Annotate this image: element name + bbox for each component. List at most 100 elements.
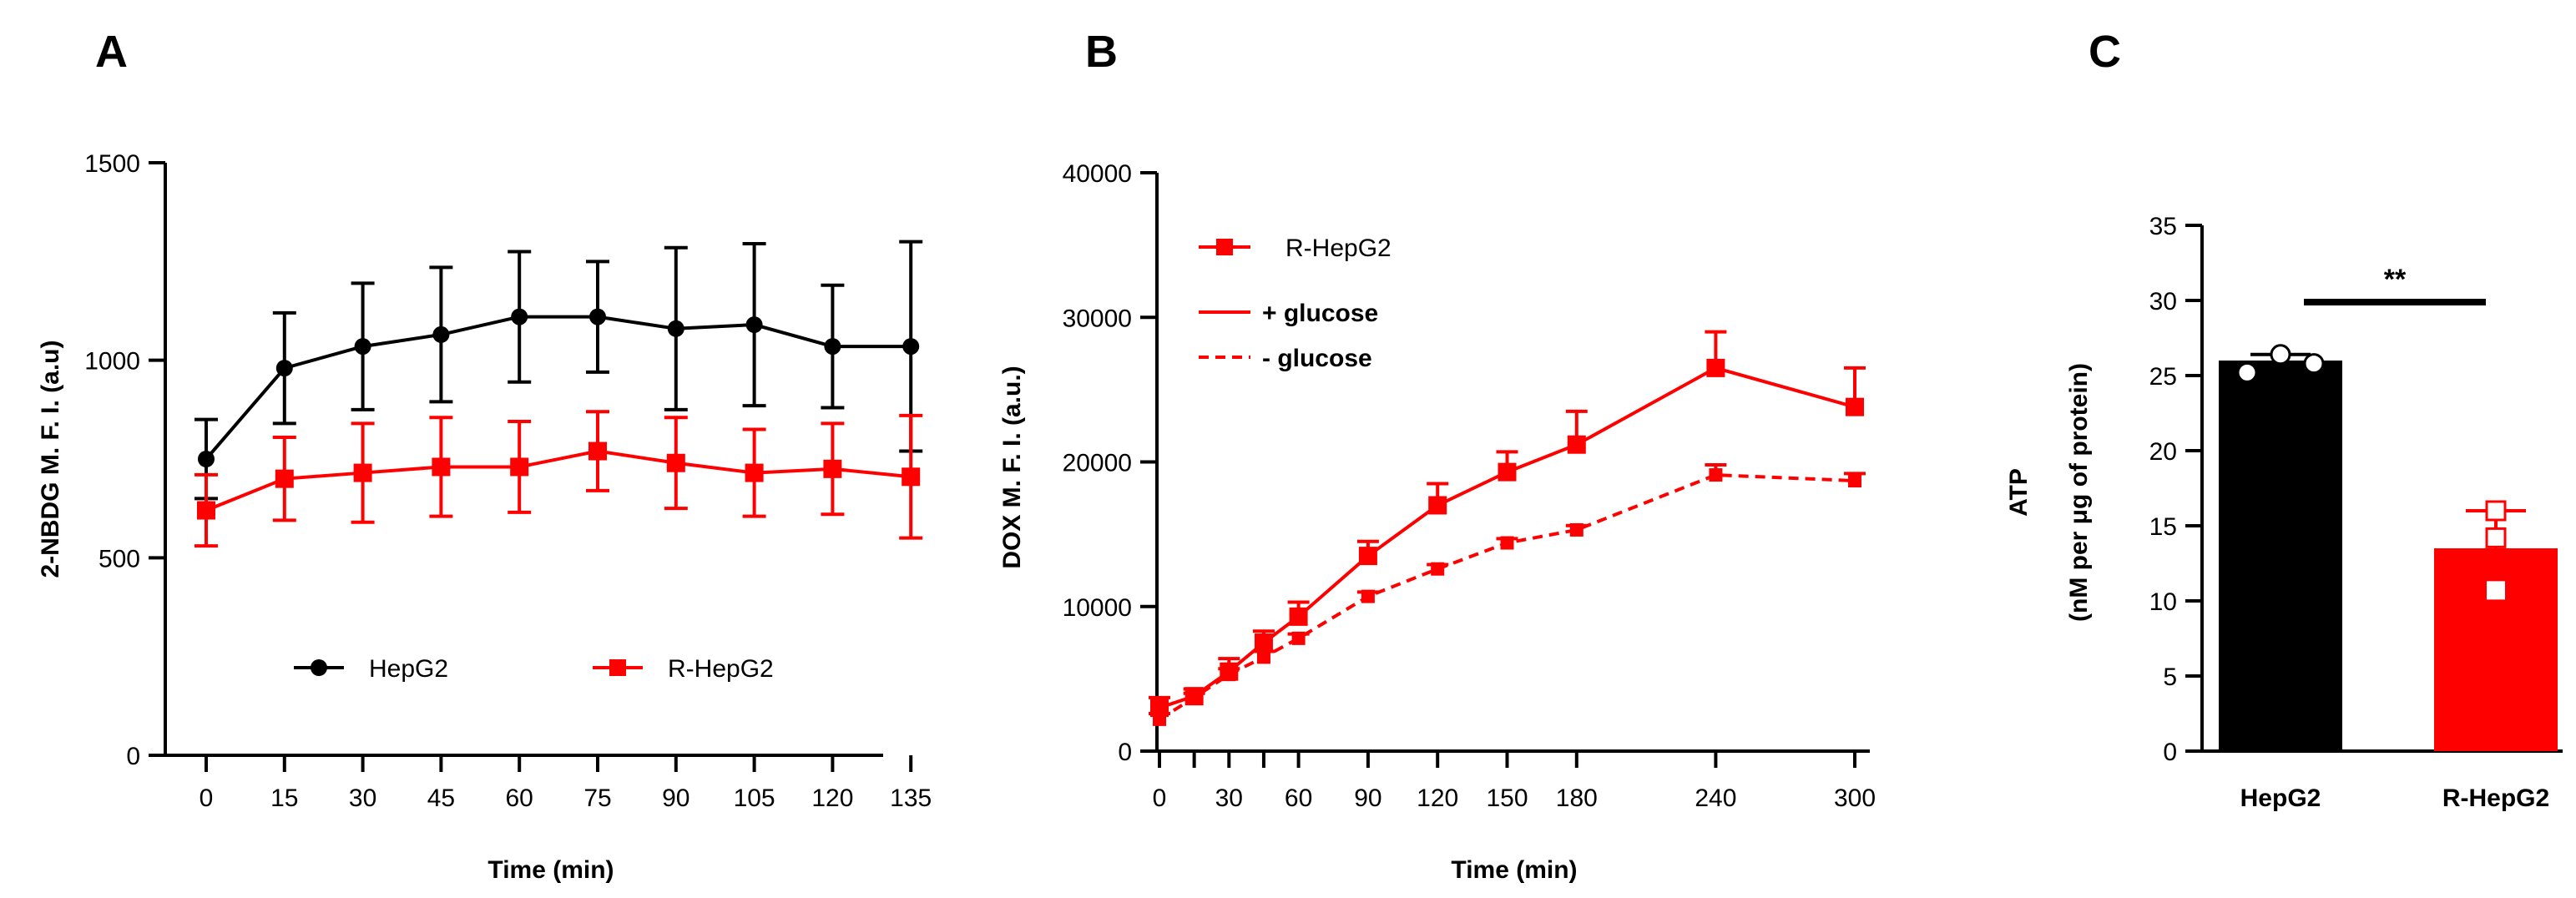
panel-a-x-ticks: 0 15 30 45 60 75 90 105 120 135	[200, 755, 932, 812]
panel-a-point-r-hepg2-45	[432, 457, 451, 477]
panel-a-point-r-hepg2-0	[197, 501, 215, 520]
panel-a-point-r-hepg2-15	[275, 469, 294, 488]
panel-a-point-hepg2-60	[511, 308, 528, 325]
panel-b-point-plus-glucose-90	[1358, 547, 1377, 566]
panel-a-point-hepg2-0	[198, 451, 215, 467]
panel-a-y-tick-label-1500: 1500	[84, 150, 140, 178]
panel-b-series	[1149, 330, 1866, 726]
panel-b-point-minus-glucose-90	[1361, 589, 1375, 603]
panel-b-letter: B	[1085, 27, 1118, 77]
panel-b-y-axis-title: DOX M. F. I. (a.u.)	[998, 366, 1026, 568]
panel-b-point-minus-glucose-15	[1187, 690, 1201, 704]
panel-c-bars: HepG2 R-HepG2	[2219, 344, 2558, 812]
panel-c-y-tick-label-30: 30	[2149, 288, 2177, 315]
panel-b-x-tick-label-60: 60	[1285, 784, 1312, 812]
panel-a-x-tick-label-120: 120	[811, 784, 853, 812]
panel-b-x-tick-label-30: 30	[1215, 784, 1243, 812]
panel-c-y-tick-label-25: 25	[2149, 363, 2177, 391]
panel-a-x-tick-label-105: 105	[734, 784, 775, 812]
panel-b-point-minus-glucose-180	[1569, 522, 1583, 537]
panel-b-point-minus-glucose-60	[1291, 631, 1306, 645]
panel-c-point-hepg2-2	[2270, 344, 2291, 366]
panel-c-point-r-hepg2-1	[2485, 500, 2507, 522]
panel-a-point-r-hepg2-105	[745, 463, 764, 482]
panel-a-x-tick-label-135: 135	[890, 784, 932, 812]
panel-a-line-r-hepg2	[205, 449, 912, 512]
panel-b-x-ticks: 0 30 60 90 120 150 180 240 300	[1153, 751, 1876, 812]
panel-a-point-r-hepg2-120	[823, 459, 842, 478]
panel-b-y-tick-label-40000: 40000	[1063, 160, 1132, 188]
panel-c-bar-hepg2	[2219, 361, 2342, 751]
panel-b-x-tick-label-0: 0	[1153, 784, 1167, 812]
panel-a: A 0 500 1000 1500 0 15 30 45 60 75 90 105 120 135 2-…	[37, 27, 932, 884]
panel-c-point-r-hepg2-2	[2485, 527, 2507, 548]
panel-c-point-r-hepg2-3	[2487, 581, 2505, 600]
panel-a-letter: A	[95, 27, 128, 77]
panel-a-y-axis-title: 2-NBDG M. F. I. (a.u)	[37, 341, 64, 578]
panel-c-y-tick-label-0: 0	[2163, 739, 2177, 766]
panel-a-point-r-hepg2-90	[666, 453, 685, 472]
panel-a-y-tick-label-500: 500	[98, 545, 140, 573]
panel-b-legend: R-HepG2 + glucose - glucose	[1199, 235, 1392, 372]
panel-a-x-tick-label-90: 90	[662, 784, 689, 812]
panel-b-y-tick-label-10000: 10000	[1063, 594, 1132, 622]
panel-a-x-tick-label-75: 75	[583, 784, 611, 812]
legend-r-hepg2-marker	[609, 659, 626, 676]
panel-b-point-minus-glucose-300	[1848, 474, 1861, 488]
panel-a-x-axis-title: Time (min)	[487, 856, 614, 884]
panel-a-point-hepg2-30	[354, 338, 371, 356]
panel-b-y-tick-label-30000: 30000	[1063, 305, 1132, 332]
panel-a-x-tick-label-45: 45	[427, 784, 455, 812]
panel-b-point-minus-glucose-120	[1431, 562, 1445, 576]
panel-c-point-hepg2-3	[2303, 353, 2325, 375]
panel-c-y-ticks: 0 5 10 15 20 25 30 35	[2149, 213, 2202, 766]
legend-r-hepg2-label: R-HepG2	[668, 655, 774, 683]
panel-c-y-tick-label-35: 35	[2149, 213, 2177, 240]
panel-a-point-r-hepg2-75	[588, 441, 607, 461]
panel-b-x-tick-label-90: 90	[1354, 784, 1381, 812]
panel-b-point-plus-glucose-180	[1567, 435, 1586, 454]
panel-b-point-minus-glucose-30	[1222, 668, 1236, 682]
panel-c-y-tick-label-20: 20	[2149, 438, 2177, 466]
panel-b: B 0 10000 20000 30000 40000 0 30 60 90 120 150 180…	[998, 27, 1876, 884]
panel-a-point-hepg2-135	[902, 338, 920, 356]
panel-b-y-ticks: 0 10000 20000 30000 40000	[1063, 160, 1157, 766]
panel-b-x-tick-label-300: 300	[1834, 784, 1876, 812]
panel-c-y-axis-title: ATP	[2005, 468, 2033, 517]
panel-a-point-r-hepg2-135	[902, 467, 921, 487]
panel-b-point-plus-glucose-45	[1254, 633, 1273, 653]
panel-b-point-plus-glucose-150	[1498, 462, 1517, 482]
panel-b-x-tick-label-180: 180	[1556, 784, 1598, 812]
panel-b-x-tick-label-150: 150	[1486, 784, 1528, 812]
panel-a-y-tick-label-0: 0	[126, 743, 140, 770]
legend-minus-glucose-label: - glucose	[1262, 345, 1372, 372]
panel-a-point-hepg2-15	[275, 360, 293, 377]
legend-plus-glucose-label: + glucose	[1262, 300, 1378, 327]
panel-b-line-minus-glucose	[1158, 473, 1856, 721]
panel-a-y-ticks: 0 500 1000 1500	[84, 150, 165, 770]
panel-b-y-tick-label-0: 0	[1118, 739, 1132, 766]
panel-a-x-tick-label-30: 30	[349, 784, 376, 812]
panel-b-point-minus-glucose-150	[1500, 536, 1514, 550]
panel-b-point-plus-glucose-240	[1706, 358, 1725, 377]
legend-hepg2-label: HepG2	[369, 655, 448, 683]
panel-a-point-hepg2-105	[745, 316, 763, 334]
panel-a-point-hepg2-90	[667, 320, 684, 337]
panel-a-x-tick-label-60: 60	[506, 784, 533, 812]
panel-c-x-tick-label-hepg2: HepG2	[2240, 784, 2321, 812]
panel-b-x-tick-label-240: 240	[1695, 784, 1736, 812]
panel-b-point-plus-glucose-60	[1289, 607, 1308, 626]
panel-b-point-minus-glucose-240	[1709, 468, 1723, 482]
legend-b-title-marker	[1216, 239, 1233, 255]
panel-a-line-hepg2	[205, 315, 912, 461]
panel-c-point-hepg2-1	[2236, 361, 2258, 383]
panel-c-y-tick-label-15: 15	[2149, 513, 2177, 541]
panel-a-point-hepg2-45	[432, 325, 450, 343]
panel-a-series	[194, 240, 923, 548]
panel-a-legend: HepG2 R-HepG2	[294, 655, 774, 683]
panel-a-point-r-hepg2-30	[353, 463, 372, 482]
panel-c: C 0 5 10 15 20 25 30 35 ATP (nM per μg of prote…	[2005, 27, 2563, 812]
significance-label: **	[2384, 264, 2407, 295]
panel-c-y-tick-label-5: 5	[2163, 663, 2177, 691]
